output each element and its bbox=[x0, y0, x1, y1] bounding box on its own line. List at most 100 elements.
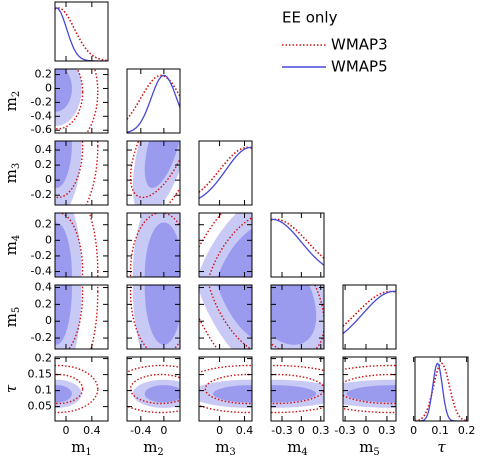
panel-plot bbox=[55, 7, 108, 61]
panel-plot bbox=[55, 141, 99, 205]
panel-plot bbox=[55, 213, 99, 277]
axis-symbol: m bbox=[2, 241, 20, 255]
x-tick-label: -0.4 bbox=[130, 424, 151, 437]
y-tick-label: 0.1 bbox=[35, 384, 53, 397]
axis-symbol: m bbox=[2, 313, 20, 327]
panel: 0.2 0 -0.2 -0.4 m4 bbox=[2, 212, 109, 278]
panel bbox=[126, 68, 181, 134]
contour-95 bbox=[271, 364, 324, 414]
likelihood-curve bbox=[415, 362, 468, 421]
y-tick-label: 0 bbox=[45, 233, 52, 246]
x-tick-label: -0.3 bbox=[271, 424, 292, 437]
contour-68 bbox=[55, 285, 72, 345]
panel-plot bbox=[271, 285, 324, 349]
panel-plot bbox=[271, 218, 324, 266]
y-tick-label: 0.05 bbox=[28, 400, 53, 413]
panel-frame bbox=[198, 284, 253, 350]
panel-frame bbox=[270, 284, 325, 350]
likelihood-curve bbox=[127, 74, 180, 120]
panel: 0 0.1 0.2 τ bbox=[410, 356, 476, 456]
panel bbox=[54, 1, 109, 62]
likelihood-curve bbox=[271, 218, 324, 259]
axis-label: m5 bbox=[2, 307, 22, 328]
contour-68 bbox=[129, 373, 180, 405]
panel-plot bbox=[199, 285, 252, 349]
panel-frame bbox=[126, 140, 181, 206]
y-tick-label: 0.15 bbox=[28, 368, 53, 381]
legend-label: WMAP3 bbox=[331, 36, 388, 54]
contour-68 bbox=[346, 385, 396, 403]
likelihood-curve bbox=[127, 74, 180, 133]
y-tick-label: -0.4 bbox=[31, 265, 52, 278]
contour-68 bbox=[217, 285, 252, 338]
likelihood-curve bbox=[343, 290, 396, 327]
axis-symbol: m bbox=[287, 438, 301, 456]
y-tick-label: -0.2 bbox=[31, 249, 52, 262]
y-tick-label: 0.2 bbox=[35, 218, 53, 231]
panel bbox=[198, 140, 253, 206]
panel-frame bbox=[414, 356, 469, 422]
contour-68 bbox=[204, 373, 252, 405]
legend-label: WMAP5 bbox=[331, 58, 388, 76]
axis-symbol: τ bbox=[2, 384, 20, 393]
contour-68 bbox=[55, 213, 84, 277]
panel-plot bbox=[199, 146, 252, 199]
likelihood-curve bbox=[55, 7, 108, 61]
axis-subscript: 3 bbox=[229, 447, 235, 456]
x-tick-label: -0.3 bbox=[334, 424, 355, 437]
axis-label: m4 bbox=[2, 235, 22, 256]
axis-label: m3 bbox=[2, 163, 22, 184]
panel: -0.3 0 0.3m5 bbox=[334, 356, 397, 456]
panel-plot bbox=[415, 362, 468, 421]
panel-plot bbox=[199, 213, 252, 277]
x-tick-label: 0 bbox=[62, 424, 69, 437]
panel bbox=[198, 284, 253, 350]
panel-frame bbox=[198, 356, 253, 422]
axis-label: τ bbox=[437, 438, 446, 456]
panel: 0 0.4m3 bbox=[198, 356, 254, 456]
panel-plot bbox=[199, 364, 252, 414]
likelihood-curve bbox=[343, 290, 396, 335]
x-tick-label: 0.4 bbox=[83, 424, 101, 437]
panel bbox=[126, 284, 181, 350]
axis-label: m2 bbox=[2, 91, 22, 112]
axis-symbol: m bbox=[143, 438, 157, 456]
x-tick-label: 0 bbox=[363, 424, 370, 437]
y-tick-label: 0.4 bbox=[35, 143, 53, 156]
panel-plot bbox=[55, 285, 99, 349]
panel-plot bbox=[129, 141, 180, 205]
panel bbox=[126, 140, 181, 206]
contour-68 bbox=[271, 285, 317, 345]
y-tick-label: -0.4 bbox=[31, 109, 52, 122]
axis-label: m2 bbox=[143, 438, 164, 456]
panel-frame bbox=[342, 356, 397, 422]
panel bbox=[270, 212, 325, 278]
contour-68 bbox=[271, 385, 317, 403]
axis-subscript: 5 bbox=[373, 447, 379, 456]
contour-68 bbox=[55, 385, 72, 403]
panel-plot bbox=[343, 364, 396, 414]
y-tick-label: -0.2 bbox=[31, 331, 52, 344]
panel-frame bbox=[126, 68, 181, 134]
axis-subscript: 1 bbox=[85, 447, 91, 456]
axis-subscript: 5 bbox=[11, 307, 22, 313]
likelihood-curve bbox=[271, 218, 324, 266]
y-tick-label: 0.2 bbox=[35, 158, 53, 171]
x-tick-label: 0 bbox=[410, 424, 417, 437]
panel: 0.4 0.2 0 -0.2 m3 bbox=[2, 140, 109, 206]
panel-plot bbox=[127, 364, 180, 414]
panel-plot bbox=[343, 290, 396, 335]
panel-frame bbox=[126, 356, 181, 422]
y-tick-label: 0 bbox=[45, 173, 52, 186]
axis-label: m4 bbox=[287, 438, 308, 456]
x-tick-label: 0.4 bbox=[236, 424, 254, 437]
contour-68 bbox=[213, 385, 252, 403]
y-tick-label: 0.4 bbox=[35, 281, 53, 294]
axis-symbol: m bbox=[215, 438, 229, 456]
panel bbox=[198, 212, 253, 278]
y-tick-label: 0.2 bbox=[35, 352, 53, 365]
contour-68 bbox=[217, 228, 252, 277]
x-tick-label: 0.2 bbox=[458, 424, 476, 437]
panel-frame bbox=[54, 356, 109, 422]
